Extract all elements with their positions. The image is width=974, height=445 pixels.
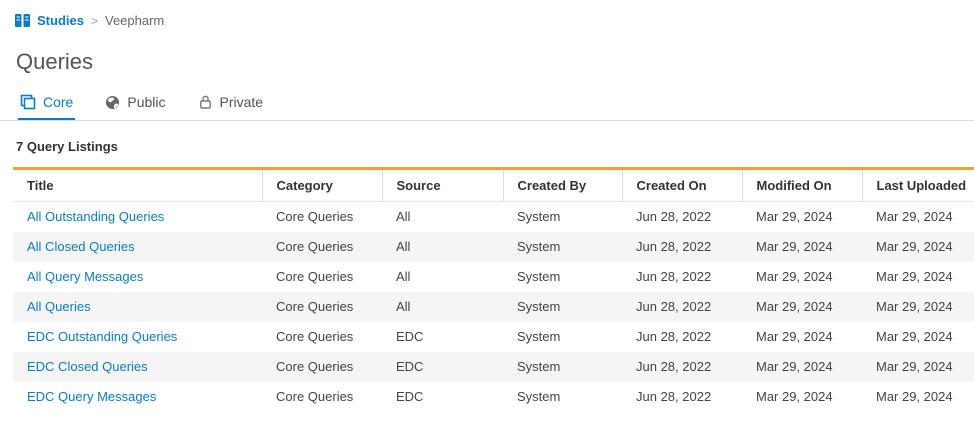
- last-uploaded-cell: Mar 29, 2024: [876, 239, 953, 254]
- modified-on-cell: Mar 29, 2024: [756, 239, 833, 254]
- tab-public[interactable]: Public: [103, 90, 167, 120]
- query-listing-link-all-closed-queries[interactable]: All Closed Queries: [27, 239, 135, 254]
- title-cell: All Queries: [13, 292, 262, 322]
- created-by-cell: System: [517, 329, 561, 344]
- tab-bar: Core Public Private: [0, 90, 974, 121]
- created-by-cell: System: [517, 359, 561, 374]
- category-cell: Core Queries: [276, 329, 354, 344]
- column-header-created-on[interactable]: Created On: [621, 168, 742, 202]
- last-uploaded-cell: Mar 29, 2024: [876, 299, 953, 314]
- modified-on-cell: Mar 29, 2024: [756, 269, 833, 284]
- studies-book-icon: [14, 13, 31, 28]
- query-listings-table: Title Category Source Created By Created On M…: [13, 167, 974, 412]
- modified-on-cell: Mar 29, 2024: [756, 299, 833, 314]
- last-uploaded-cell: Mar 29, 2024: [876, 329, 953, 344]
- created-by-cell: System: [517, 209, 561, 225]
- column-header-source[interactable]: Source: [381, 168, 503, 202]
- title-cell: EDC Outstanding Queries: [13, 322, 262, 352]
- created-by-cell: System: [517, 299, 561, 314]
- title-cell: All Query Messages: [13, 262, 262, 292]
- created-on-cell: Jun 28, 2022: [636, 209, 712, 225]
- column-header-category[interactable]: Category: [261, 168, 382, 202]
- title-cell: EDC Closed Queries: [13, 352, 262, 382]
- tab-core[interactable]: Core: [18, 90, 76, 120]
- created-on-cell: Jun 28, 2022: [636, 269, 712, 284]
- column-header-modified-on[interactable]: Modified On: [741, 168, 862, 202]
- category-cell: Core Queries: [276, 299, 354, 314]
- source-cell: EDC: [396, 329, 424, 344]
- category-cell: Core Queries: [276, 269, 354, 284]
- modified-on-cell: Mar 29, 2024: [756, 359, 833, 374]
- last-uploaded-cell: Mar 29, 2024: [876, 389, 953, 404]
- column-header-title[interactable]: Title: [13, 168, 262, 202]
- source-cell: All: [396, 269, 411, 284]
- table-row: All Outstanding Queries Core Queries All Sy…: [13, 202, 974, 232]
- created-by-cell: System: [517, 269, 561, 284]
- lock-icon: [198, 94, 213, 110]
- title-cell: All Outstanding Queries: [13, 202, 262, 232]
- table-row: EDC Outstanding Queries Core Queries EDC Sy…: [13, 322, 974, 352]
- query-listing-link-all-outstanding-queries[interactable]: All Outstanding Queries: [27, 209, 165, 225]
- last-uploaded-cell: Mar 29, 2024: [876, 359, 953, 374]
- source-cell: All: [396, 239, 411, 254]
- source-cell: All: [396, 299, 411, 314]
- table-row: EDC Query Messages Core Queries EDC System J…: [13, 382, 974, 412]
- query-listing-link-edc-outstanding-queries[interactable]: EDC Outstanding Queries: [27, 329, 178, 344]
- table-row: All Closed Queries Core Queries All System J…: [13, 231, 974, 262]
- table-row: All Queries Core Queries All System Jun 28, …: [13, 291, 974, 322]
- created-on-cell: Jun 28, 2022: [636, 329, 712, 344]
- last-uploaded-cell: Mar 29, 2024: [876, 209, 953, 225]
- tab-private-label: Private: [219, 94, 264, 110]
- query-listing-link-edc-query-messages[interactable]: EDC Query Messages: [27, 389, 157, 404]
- table-row: All Query Messages Core Queries All System J…: [13, 262, 974, 292]
- created-on-cell: Jun 28, 2022: [636, 239, 712, 254]
- query-listings-count: 7 Query Listings: [16, 139, 118, 154]
- breadcrumb-current-study: Veepharm: [104, 13, 165, 28]
- created-on-cell: Jun 28, 2022: [636, 359, 712, 374]
- category-cell: Core Queries: [276, 209, 354, 225]
- table-header-row: Title Category Source Created By Created On M…: [13, 168, 974, 202]
- created-on-cell: Jun 28, 2022: [636, 299, 712, 314]
- table-row: EDC Closed Queries Core Queries EDC System J…: [13, 351, 974, 382]
- created-by-cell: System: [517, 389, 561, 404]
- query-listing-link-all-query-messages[interactable]: All Query Messages: [27, 269, 144, 284]
- title-cell: All Closed Queries: [13, 232, 262, 262]
- source-cell: EDC: [396, 389, 424, 404]
- source-cell: All: [396, 209, 411, 225]
- modified-on-cell: Mar 29, 2024: [756, 329, 833, 344]
- breadcrumb-separator: >: [90, 13, 98, 28]
- source-cell: EDC: [396, 359, 424, 374]
- layers-icon: [20, 94, 36, 110]
- modified-on-cell: Mar 29, 2024: [756, 389, 833, 404]
- category-cell: Core Queries: [276, 239, 354, 254]
- column-header-last-uploaded[interactable]: Last Uploaded: [861, 168, 974, 202]
- breadcrumb: Studies > Veepharm: [0, 0, 974, 28]
- tab-core-label: Core: [43, 94, 74, 110]
- created-by-cell: System: [517, 239, 561, 254]
- created-on-cell: Jun 28, 2022: [636, 389, 712, 404]
- tab-public-label: Public: [127, 94, 166, 110]
- category-cell: Core Queries: [276, 389, 354, 404]
- last-uploaded-cell: Mar 29, 2024: [876, 269, 953, 284]
- tab-private[interactable]: Private: [196, 90, 266, 120]
- query-listing-link-edc-closed-queries[interactable]: EDC Closed Queries: [27, 359, 148, 374]
- query-listings-table-container: Title Category Source Created By Created On M…: [13, 167, 974, 412]
- globe-icon: [105, 95, 120, 110]
- modified-on-cell: Mar 29, 2024: [756, 209, 833, 225]
- category-cell: Core Queries: [276, 359, 354, 374]
- page-title: Queries: [16, 49, 94, 74]
- breadcrumb-studies-link[interactable]: Studies: [37, 13, 84, 28]
- column-header-created-by[interactable]: Created By: [502, 168, 622, 202]
- title-cell: EDC Query Messages: [13, 382, 262, 412]
- query-listing-link-all-queries[interactable]: All Queries: [27, 299, 91, 314]
